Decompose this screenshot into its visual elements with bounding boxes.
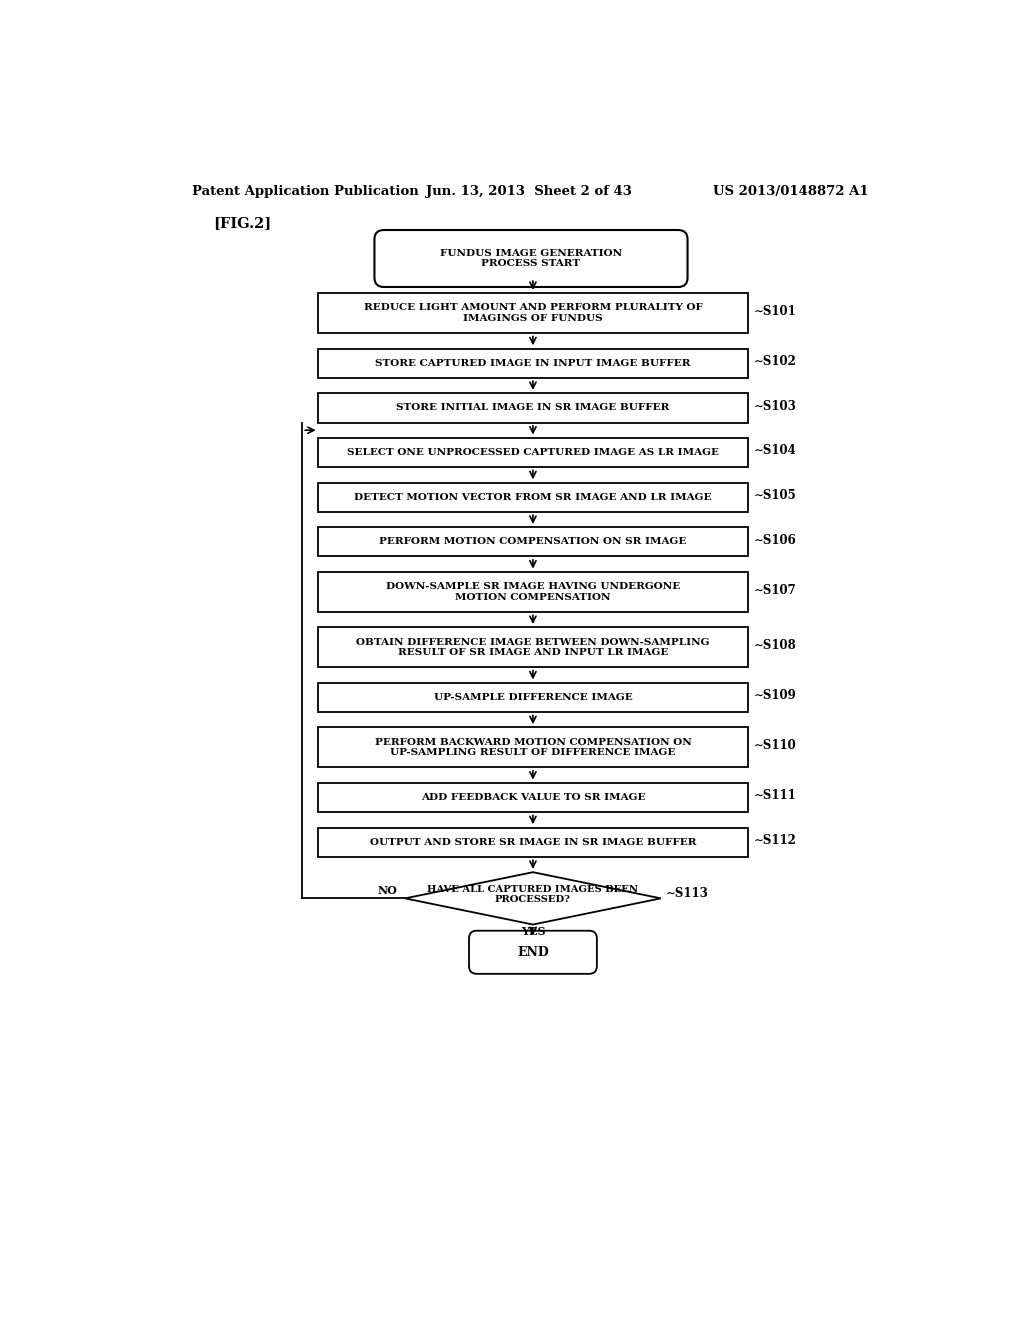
FancyBboxPatch shape: [375, 230, 687, 286]
Polygon shape: [406, 873, 660, 924]
Text: ∼S110: ∼S110: [754, 739, 797, 752]
Text: Patent Application Publication: Patent Application Publication: [191, 185, 418, 198]
Text: FUNDUS IMAGE GENERATION
PROCESS START: FUNDUS IMAGE GENERATION PROCESS START: [440, 248, 622, 268]
Text: STORE CAPTURED IMAGE IN INPUT IMAGE BUFFER: STORE CAPTURED IMAGE IN INPUT IMAGE BUFF…: [375, 359, 690, 368]
FancyBboxPatch shape: [317, 527, 748, 557]
Text: ADD FEEDBACK VALUE TO SR IMAGE: ADD FEEDBACK VALUE TO SR IMAGE: [421, 793, 645, 803]
Text: PERFORM MOTION COMPENSATION ON SR IMAGE: PERFORM MOTION COMPENSATION ON SR IMAGE: [379, 537, 687, 546]
Text: ∼S104: ∼S104: [754, 445, 797, 458]
Text: SELECT ONE UNPROCESSED CAPTURED IMAGE AS LR IMAGE: SELECT ONE UNPROCESSED CAPTURED IMAGE AS…: [347, 447, 719, 457]
FancyBboxPatch shape: [317, 483, 748, 512]
Text: ∼S102: ∼S102: [754, 355, 797, 368]
Text: ∼S112: ∼S112: [754, 834, 797, 847]
Text: ∼S109: ∼S109: [754, 689, 797, 702]
Text: ∼S107: ∼S107: [754, 583, 797, 597]
FancyBboxPatch shape: [317, 348, 748, 378]
Text: NO: NO: [378, 886, 397, 896]
FancyBboxPatch shape: [469, 931, 597, 974]
Text: ∼S105: ∼S105: [754, 490, 797, 502]
Text: [FIG.2]: [FIG.2]: [213, 216, 271, 230]
Text: ∼S113: ∼S113: [666, 887, 709, 900]
Text: ∼S106: ∼S106: [754, 533, 797, 546]
Text: Jun. 13, 2013  Sheet 2 of 43: Jun. 13, 2013 Sheet 2 of 43: [426, 185, 632, 198]
Text: STORE INITIAL IMAGE IN SR IMAGE BUFFER: STORE INITIAL IMAGE IN SR IMAGE BUFFER: [396, 404, 670, 412]
Text: ∼S111: ∼S111: [754, 789, 797, 803]
Text: ∼S101: ∼S101: [754, 305, 797, 318]
Text: UP-SAMPLE DIFFERENCE IMAGE: UP-SAMPLE DIFFERENCE IMAGE: [433, 693, 632, 702]
FancyBboxPatch shape: [317, 682, 748, 711]
Text: ∼S103: ∼S103: [754, 400, 797, 413]
Text: DOWN-SAMPLE SR IMAGE HAVING UNDERGONE
MOTION COMPENSATION: DOWN-SAMPLE SR IMAGE HAVING UNDERGONE MO…: [386, 582, 680, 602]
FancyBboxPatch shape: [317, 783, 748, 812]
FancyBboxPatch shape: [317, 393, 748, 422]
FancyBboxPatch shape: [317, 727, 748, 767]
Text: YES: YES: [520, 927, 545, 937]
FancyBboxPatch shape: [317, 438, 748, 467]
Text: PERFORM BACKWARD MOTION COMPENSATION ON
UP-SAMPLING RESULT OF DIFFERENCE IMAGE: PERFORM BACKWARD MOTION COMPENSATION ON …: [375, 738, 691, 758]
FancyBboxPatch shape: [317, 293, 748, 333]
Text: DETECT MOTION VECTOR FROM SR IMAGE AND LR IMAGE: DETECT MOTION VECTOR FROM SR IMAGE AND L…: [354, 492, 712, 502]
Text: END: END: [517, 945, 549, 958]
FancyBboxPatch shape: [317, 828, 748, 857]
Text: OUTPUT AND STORE SR IMAGE IN SR IMAGE BUFFER: OUTPUT AND STORE SR IMAGE IN SR IMAGE BU…: [370, 838, 696, 846]
Text: OBTAIN DIFFERENCE IMAGE BETWEEN DOWN-SAMPLING
RESULT OF SR IMAGE AND INPUT LR IM: OBTAIN DIFFERENCE IMAGE BETWEEN DOWN-SAM…: [356, 638, 710, 657]
Text: REDUCE LIGHT AMOUNT AND PERFORM PLURALITY OF
IMAGINGS OF FUNDUS: REDUCE LIGHT AMOUNT AND PERFORM PLURALIT…: [364, 304, 702, 323]
FancyBboxPatch shape: [317, 572, 748, 612]
FancyBboxPatch shape: [317, 627, 748, 668]
Text: ∼S108: ∼S108: [754, 639, 797, 652]
Text: US 2013/0148872 A1: US 2013/0148872 A1: [713, 185, 868, 198]
Text: HAVE ALL CAPTURED IMAGES BEEN
PROCESSED?: HAVE ALL CAPTURED IMAGES BEEN PROCESSED?: [427, 884, 639, 904]
